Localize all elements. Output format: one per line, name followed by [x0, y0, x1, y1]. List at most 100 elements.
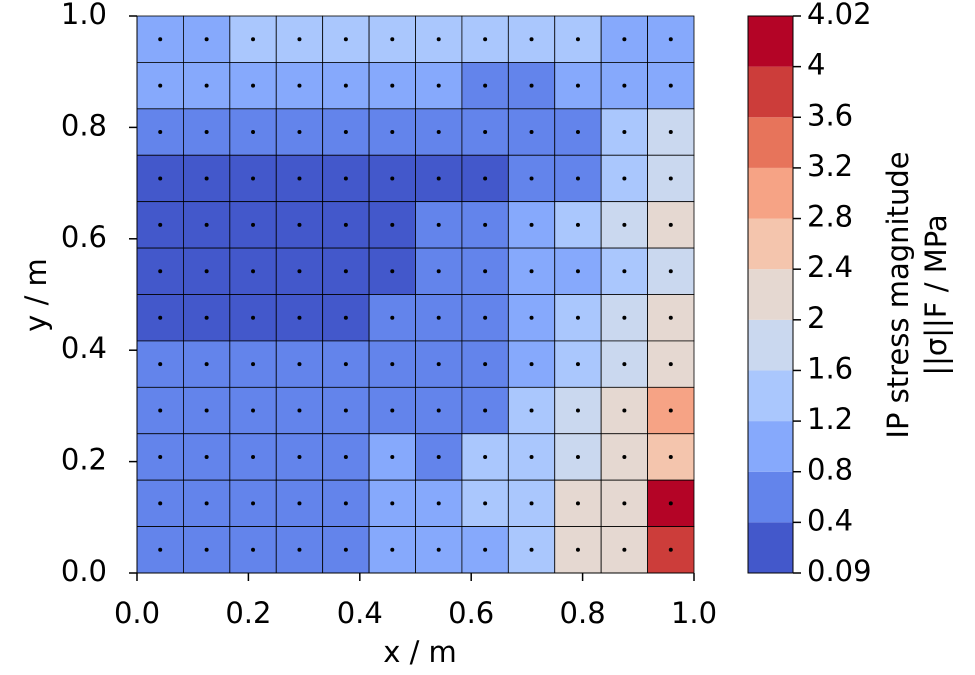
- colorbar-bin: [748, 218, 793, 270]
- cell-center-dot: [251, 83, 256, 88]
- cell-center-dot: [668, 501, 673, 506]
- cell-center-dot: [483, 408, 488, 413]
- cell-center-dot: [158, 362, 163, 367]
- x-tick-label: 0.8: [560, 596, 606, 630]
- cell-center-dot: [251, 547, 256, 552]
- cell-center-dot: [668, 37, 673, 42]
- cell-center-dot: [390, 501, 395, 506]
- cell-center-dot: [575, 130, 580, 135]
- cell-center-dot: [483, 454, 488, 459]
- cell-center-dot: [251, 408, 256, 413]
- cell-center-dot: [204, 454, 209, 459]
- cell-center-dot: [575, 501, 580, 506]
- cell-center-dot: [529, 408, 534, 413]
- colorbar-tick-label: 3.2: [807, 149, 853, 183]
- cell-center-dot: [622, 408, 627, 413]
- cell-center-dot: [622, 176, 627, 181]
- cell-center-dot: [204, 222, 209, 227]
- cell-center-dot: [575, 408, 580, 413]
- cell-center-dot: [575, 37, 580, 42]
- cell-center-dot: [483, 222, 488, 227]
- cell-center-dot: [668, 269, 673, 274]
- cell-center-dot: [297, 362, 302, 367]
- cell-center-dot: [575, 454, 580, 459]
- cell-center-dot: [436, 222, 441, 227]
- colorbar-tick-label: 4.02: [807, 0, 872, 31]
- heatmap-cell: [229, 154, 277, 203]
- cell-center-dot: [297, 37, 302, 42]
- cell-center-dot: [204, 176, 209, 181]
- cell-center-dot: [436, 547, 441, 552]
- colorbar-tick-label: 3.6: [807, 98, 853, 132]
- cell-center-dot: [343, 362, 348, 367]
- cell-center-dot: [529, 315, 534, 320]
- cell-center-dot: [622, 269, 627, 274]
- cell-center-dot: [529, 454, 534, 459]
- cell-center-dot: [158, 176, 163, 181]
- colorbar-bin: [748, 319, 793, 371]
- cell-center-dot: [343, 37, 348, 42]
- cell-center-dot: [343, 130, 348, 135]
- cell-center-dot: [575, 269, 580, 274]
- cell-center-dot: [436, 362, 441, 367]
- cell-center-dot: [158, 547, 163, 552]
- cell-center-dot: [622, 362, 627, 367]
- colorbar-bin: [748, 471, 793, 523]
- cell-center-dot: [343, 315, 348, 320]
- cell-center-dot: [575, 315, 580, 320]
- y-axis-label: y / m: [19, 258, 53, 332]
- cell-center-dot: [343, 83, 348, 88]
- cell-center-dot: [483, 501, 488, 506]
- cell-center-dot: [390, 130, 395, 135]
- cell-center-dot: [483, 362, 488, 367]
- x-axis-label: x / m: [383, 635, 457, 669]
- cell-center-dot: [251, 315, 256, 320]
- cell-center-dot: [297, 130, 302, 135]
- cell-center-dot: [436, 315, 441, 320]
- cell-center-dot: [390, 83, 395, 88]
- cell-center-dot: [297, 83, 302, 88]
- colorbar-bin: [748, 66, 793, 118]
- cell-center-dot: [436, 454, 441, 459]
- cell-center-dot: [297, 547, 302, 552]
- cell-center-dot: [575, 83, 580, 88]
- cell-center-dot: [436, 501, 441, 506]
- cell-center-dot: [668, 176, 673, 181]
- y-tick-label: 0.6: [61, 220, 107, 254]
- cell-center-dot: [251, 222, 256, 227]
- cell-center-dot: [343, 454, 348, 459]
- cell-center-dot: [343, 176, 348, 181]
- colorbar-tick-label: 2.8: [807, 200, 853, 234]
- cell-center-dot: [483, 37, 488, 42]
- cell-center-dot: [158, 501, 163, 506]
- colorbar-tick-label: 1.6: [807, 351, 853, 385]
- cell-center-dot: [668, 362, 673, 367]
- colorbar-tick-label: 0.09: [807, 554, 872, 588]
- cell-center-dot: [343, 269, 348, 274]
- colorbar-bin: [748, 16, 793, 67]
- y-tick-label: 0.0: [61, 554, 107, 588]
- cell-center-dot: [622, 315, 627, 320]
- cell-center-dot: [622, 130, 627, 135]
- x-tick-label: 1.0: [671, 596, 717, 630]
- y-tick-label: 0.2: [61, 443, 107, 477]
- cell-center-dot: [251, 269, 256, 274]
- cell-center-dot: [251, 176, 256, 181]
- cell-center-dot: [390, 547, 395, 552]
- cell-center-dot: [622, 547, 627, 552]
- cell-center-dot: [390, 269, 395, 274]
- cell-center-dot: [297, 176, 302, 181]
- cell-center-dot: [297, 501, 302, 506]
- cell-center-dot: [483, 176, 488, 181]
- y-tick-label: 1.0: [61, 0, 107, 31]
- cell-center-dot: [483, 315, 488, 320]
- cell-center-dot: [483, 269, 488, 274]
- cell-center-dot: [575, 176, 580, 181]
- cell-center-dot: [622, 501, 627, 506]
- colorbar-bin: [748, 421, 793, 472]
- colorbar-bin: [748, 117, 793, 168]
- cell-center-dot: [204, 130, 209, 135]
- colorbar-tick-label: 4: [807, 48, 825, 82]
- cell-center-dot: [529, 222, 534, 227]
